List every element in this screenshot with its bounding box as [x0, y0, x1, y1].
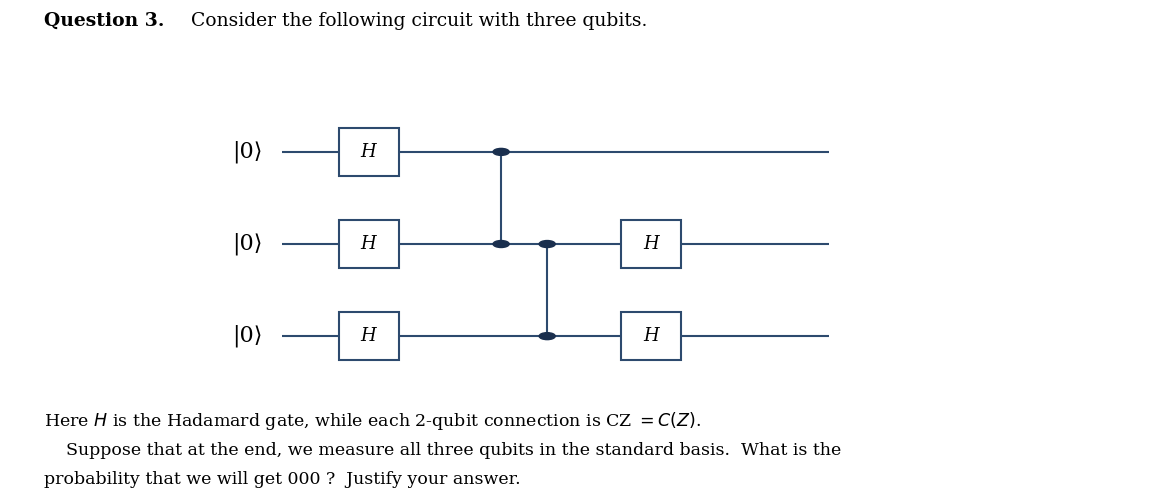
Circle shape — [493, 148, 509, 155]
Text: |0⟩: |0⟩ — [233, 325, 263, 348]
Circle shape — [539, 333, 555, 340]
FancyBboxPatch shape — [339, 313, 399, 360]
Text: Suppose that at the end, we measure all three qubits in the standard basis.  Wha: Suppose that at the end, we measure all … — [44, 442, 841, 459]
FancyBboxPatch shape — [339, 220, 399, 268]
FancyBboxPatch shape — [621, 313, 681, 360]
Text: Question 3.: Question 3. — [44, 12, 164, 30]
FancyBboxPatch shape — [621, 220, 681, 268]
Circle shape — [539, 241, 555, 248]
Text: Consider the following circuit with three qubits.: Consider the following circuit with thre… — [173, 12, 647, 30]
Text: Here $H$ is the Hadamard gate, while each 2-qubit connection is CZ $= C(Z)$.: Here $H$ is the Hadamard gate, while eac… — [44, 410, 700, 432]
FancyBboxPatch shape — [339, 128, 399, 175]
Text: H: H — [643, 327, 659, 345]
Text: H: H — [361, 327, 377, 345]
Text: H: H — [361, 143, 377, 161]
Text: H: H — [361, 235, 377, 253]
Text: probability that we will get 000 ?  Justify your answer.: probability that we will get 000 ? Justi… — [44, 471, 521, 488]
Text: |0⟩: |0⟩ — [233, 233, 263, 255]
Text: H: H — [643, 235, 659, 253]
Text: |0⟩: |0⟩ — [233, 140, 263, 163]
Circle shape — [493, 241, 509, 248]
